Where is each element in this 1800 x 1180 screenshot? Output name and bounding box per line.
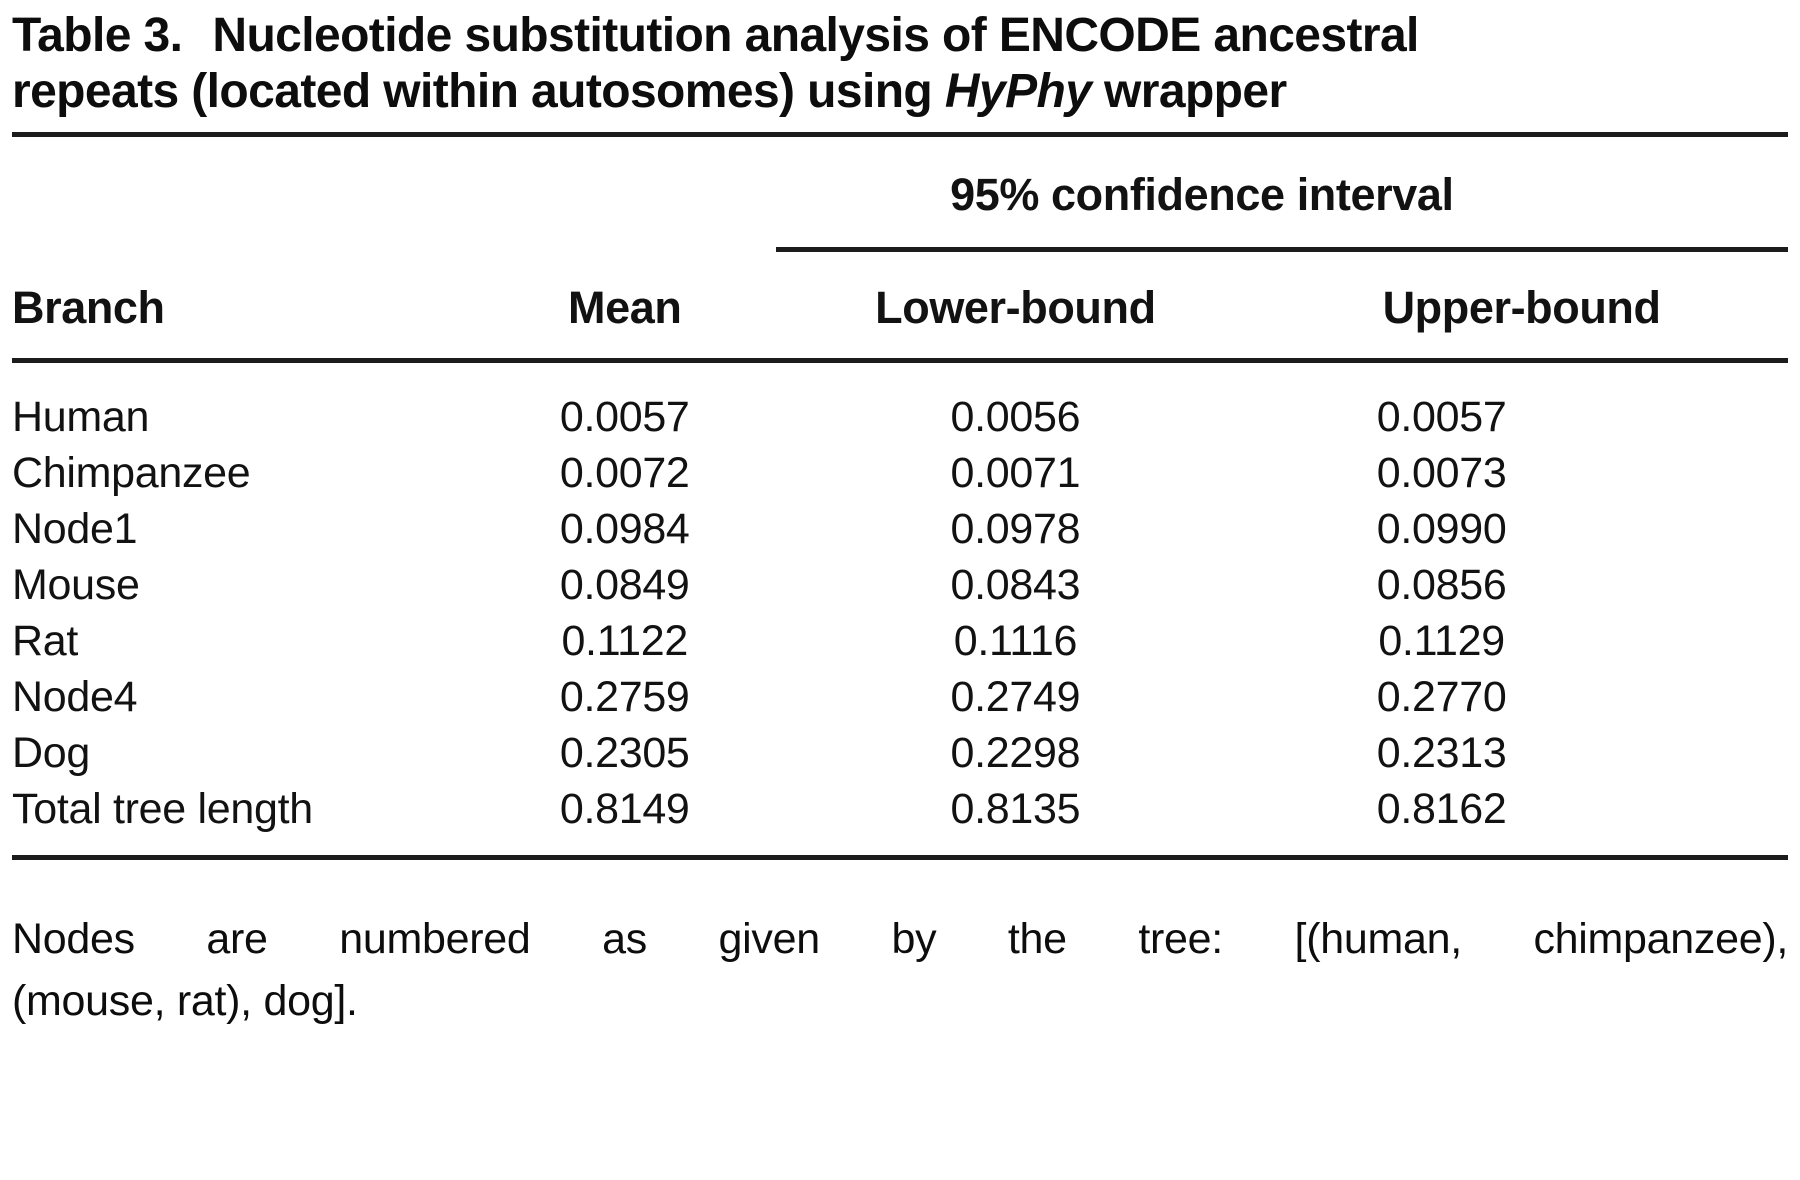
lower-bound-cell: 0.0843 — [950, 561, 1081, 609]
upper-bound-cell: 0.0073 — [1376, 449, 1507, 497]
lower-bound-cell: 0.1116 — [953, 617, 1078, 665]
upper-bound-cell: 0.0990 — [1376, 505, 1507, 553]
branch-cell: Chimpanzee — [12, 449, 251, 497]
column-header-branch: Branch — [12, 249, 474, 363]
table-row: Mouse 0.0849 0.0843 0.0856 — [12, 557, 1788, 613]
upper-bound-cell: 0.2313 — [1376, 729, 1507, 777]
table-title-hyphy-italic: HyPhy — [944, 65, 1092, 118]
mean-cell: 0.0984 — [559, 505, 690, 553]
table-footnote: Nodes are numbered as given by the tree:… — [12, 908, 1788, 1032]
table-title-line2-post: wrapper — [1091, 65, 1287, 118]
mean-cell: 0.8149 — [559, 785, 690, 833]
lower-bound-cell: 0.8135 — [950, 785, 1081, 833]
table-row: Node1 0.0984 0.0978 0.0990 — [12, 501, 1788, 557]
branch-cell: Rat — [12, 617, 79, 665]
column-header-lower-bound: Lower-bound — [775, 249, 1256, 363]
substitution-table: 95% confidence interval Branch Mean Lowe… — [12, 137, 1788, 855]
lower-bound-cell: 0.2298 — [950, 729, 1081, 777]
table-row: Total tree length 0.8149 0.8135 0.8162 — [12, 781, 1788, 855]
branch-cell: Node1 — [12, 505, 138, 553]
title-divider-rule — [12, 132, 1788, 137]
table-body: Human 0.0057 0.0056 0.0057 Chimpanzee 0.… — [12, 361, 1788, 856]
table-title-line1: Nucleotide substitution analysis of ENCO… — [212, 9, 1419, 62]
table-row: Dog 0.2305 0.2298 0.2313 — [12, 725, 1788, 781]
mean-cell: 0.0072 — [559, 449, 690, 497]
column-header-row: Branch Mean Lower-bound Upper-bound — [12, 249, 1788, 363]
upper-bound-cell: 0.0057 — [1376, 393, 1507, 441]
mean-cell: 0.2305 — [559, 729, 690, 777]
table-title-line2-pre: repeats (located within autosomes) using — [12, 65, 945, 118]
branch-cell: Node4 — [12, 673, 138, 721]
column-header-mean: Mean — [473, 249, 776, 363]
spanner-empty-cell — [12, 137, 776, 250]
branch-cell: Dog — [12, 729, 90, 777]
lower-bound-cell: 0.0056 — [950, 393, 1081, 441]
mean-cell: 0.0057 — [559, 393, 690, 441]
mean-cell: 0.0849 — [559, 561, 690, 609]
mean-cell: 0.2759 — [559, 673, 690, 721]
lower-bound-cell: 0.2749 — [950, 673, 1081, 721]
column-header-upper-bound: Upper-bound — [1255, 249, 1788, 363]
upper-bound-cell: 0.0856 — [1376, 561, 1507, 609]
lower-bound-cell: 0.0978 — [950, 505, 1081, 553]
footnote-line-2: (mouse, rat), dog]. — [12, 977, 358, 1025]
mean-cell: 0.1122 — [561, 617, 688, 665]
spanner-row: 95% confidence interval — [12, 137, 1788, 252]
upper-bound-cell: 0.8162 — [1376, 785, 1507, 833]
lower-bound-cell: 0.0071 — [950, 449, 1081, 497]
branch-cell: Total tree length — [12, 785, 313, 833]
table-row: Rat 0.1122 0.1116 0.1129 — [12, 613, 1788, 669]
footnote-line-1: Nodes are numbered as given by the tree:… — [12, 915, 1788, 963]
table-bottom-rule — [12, 855, 1788, 860]
table-title: Table 3. Nucleotide substitution analysis… — [12, 8, 1788, 120]
table-row: Chimpanzee 0.0072 0.0071 0.0073 — [12, 445, 1788, 501]
confidence-interval-spanner: 95% confidence interval — [775, 137, 1788, 252]
upper-bound-cell: 0.1129 — [1378, 617, 1505, 665]
table-row: Human 0.0057 0.0056 0.0057 — [12, 361, 1788, 446]
table-row: Node4 0.2759 0.2749 0.2770 — [12, 669, 1788, 725]
branch-cell: Mouse — [12, 561, 140, 609]
table-number-label: Table 3. — [12, 9, 183, 62]
upper-bound-cell: 0.2770 — [1376, 673, 1507, 721]
branch-cell: Human — [12, 393, 150, 441]
